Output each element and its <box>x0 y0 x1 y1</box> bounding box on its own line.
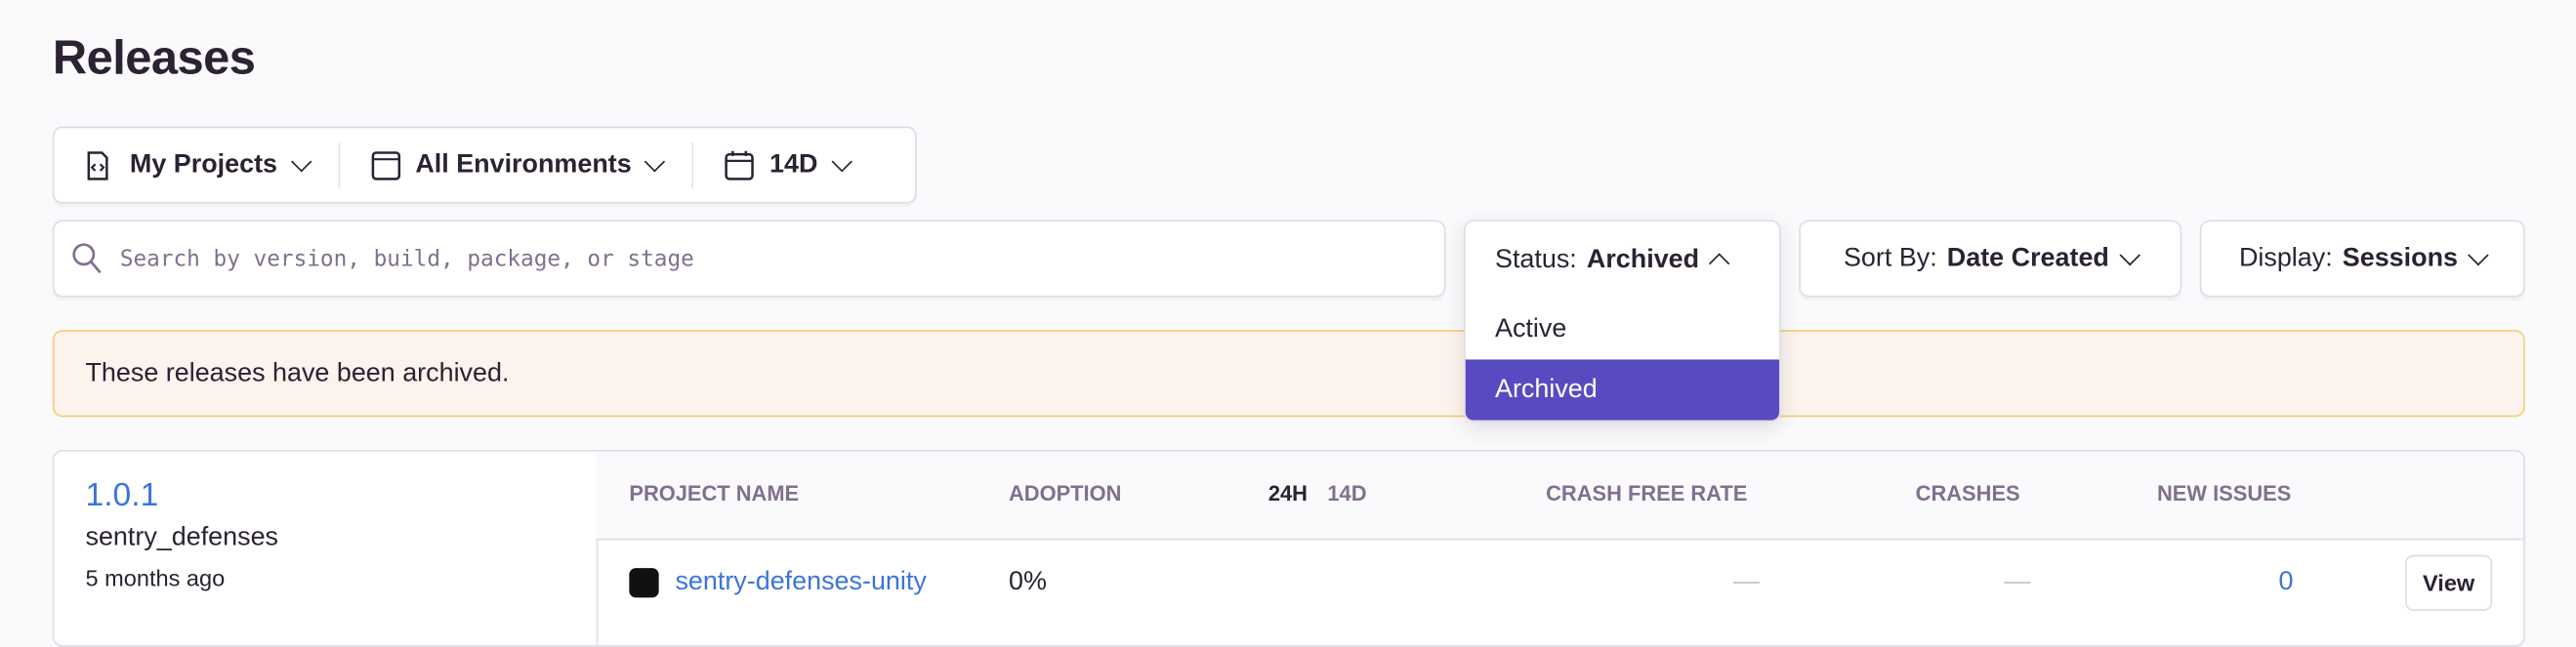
page-title: Releases <box>52 32 256 86</box>
chevron-up-icon <box>1709 253 1730 274</box>
col-adoption: Adoption <box>1008 480 1122 506</box>
sort-label: Sort By: <box>1843 243 1937 272</box>
display-dropdown[interactable]: Display: Sessions <box>2199 220 2525 298</box>
date-filter[interactable]: 14D <box>694 128 879 202</box>
page-filter-bar: My Projects All Environments 14D <box>52 126 917 204</box>
chevron-down-icon <box>290 150 312 172</box>
display-label: Display: <box>2238 243 2333 272</box>
search-placeholder: Search by version, build, package, or st… <box>119 245 694 272</box>
calendar-icon <box>726 149 755 180</box>
project-platform-icon <box>629 568 659 598</box>
view-button[interactable]: View <box>2405 554 2493 611</box>
chevron-down-icon <box>2468 244 2489 265</box>
status-option-active[interactable]: Active <box>1494 314 1567 343</box>
status-label: Status: <box>1494 245 1577 274</box>
search-input[interactable]: Search by version, build, package, or st… <box>52 220 1446 298</box>
release-version-link[interactable]: 1.0.1 <box>85 477 159 514</box>
release-info: 1.0.1 sentry_defenses 5 months ago <box>55 451 599 646</box>
table-row: sentry-defenses-unity 0% — — 0 View <box>597 541 2523 639</box>
new-issues-link[interactable]: 0 <box>2278 568 2294 596</box>
divider <box>338 142 340 188</box>
search-icon <box>72 242 102 273</box>
chevron-down-icon <box>831 150 852 172</box>
sort-dropdown[interactable]: Sort By: Date Created <box>1799 220 2182 298</box>
project-filter-label: My Projects <box>129 149 278 179</box>
project-folder-icon <box>87 150 108 180</box>
environment-filter-label: All Environments <box>415 149 632 179</box>
project-link[interactable]: sentry-defenses-unity <box>675 568 927 596</box>
window-icon <box>371 150 400 180</box>
project-filter[interactable]: My Projects <box>55 128 339 202</box>
chevron-down-icon <box>644 150 666 172</box>
chevron-down-icon <box>2119 244 2140 265</box>
release-project: sentry_defenses <box>85 523 279 552</box>
environment-filter[interactable]: All Environments <box>340 128 692 202</box>
crash-free-rate-value: — <box>1732 568 1760 596</box>
status-value: Archived <box>1586 245 1700 274</box>
col-new-issues: New Issues <box>2156 480 2292 506</box>
period-14d-toggle[interactable]: 14D <box>1327 480 1367 506</box>
alert-text: These releases have been archived. <box>85 358 510 387</box>
status-button[interactable]: Status: Archived <box>1466 222 1779 299</box>
display-value: Sessions <box>2342 243 2459 272</box>
table-header: Project Name Adoption 24H 14D Crash Free… <box>596 451 2524 541</box>
col-crashes: Crashes <box>1915 480 2020 506</box>
col-crash-free-rate: Crash Free Rate <box>1546 480 1748 506</box>
crashes-value: — <box>2004 568 2031 596</box>
release-age: 5 months ago <box>85 564 226 591</box>
divider <box>691 142 694 188</box>
status-dropdown[interactable]: Status: Archived Active Archived <box>1464 220 1781 423</box>
adoption-value: 0% <box>1008 568 1047 596</box>
sort-value: Date Created <box>1946 243 2109 272</box>
status-option-archived[interactable]: Archived <box>1465 359 1780 421</box>
archived-alert: These releases have been archived. <box>52 330 2525 418</box>
col-project-name: Project Name <box>629 480 800 506</box>
release-card: 1.0.1 sentry_defenses 5 months ago Proje… <box>52 449 2525 647</box>
date-filter-label: 14D <box>769 149 818 179</box>
period-24h-toggle[interactable]: 24H <box>1267 480 1308 506</box>
